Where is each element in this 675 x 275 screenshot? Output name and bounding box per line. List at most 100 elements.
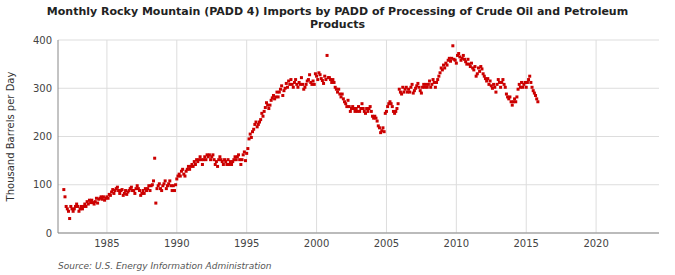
point [499,86,502,89]
point [321,79,324,82]
point [279,88,282,91]
x-grid-line [106,40,107,233]
y-axis-label: Thousand Barrels per Day [5,72,16,203]
point [201,163,204,166]
point [62,188,65,191]
point [508,95,511,98]
point [390,102,393,105]
x-grid-line [316,40,317,233]
point [199,155,202,158]
point [526,81,529,84]
point [511,104,514,107]
y-grid-line [58,233,659,234]
title-line: Products [310,18,366,31]
point [230,163,233,166]
point [535,97,538,100]
point [268,104,271,107]
point [303,86,306,89]
point [374,117,377,120]
x-grid-line [526,40,527,233]
point [168,179,171,182]
point [143,192,146,195]
point [160,189,163,192]
point [130,186,133,189]
point [521,86,524,89]
point [277,95,280,98]
point [267,107,270,110]
point [480,67,483,70]
point [391,105,394,108]
point [342,97,345,100]
point [497,78,500,81]
point [457,52,460,55]
point [369,105,372,108]
point [528,75,531,78]
x-tick-label: 1995 [234,238,259,249]
y-tick-label: 300 [33,83,52,94]
point [183,175,186,178]
point [175,177,178,180]
point [307,78,310,81]
point [439,71,442,74]
point [501,78,504,81]
point [358,110,361,113]
point [494,91,497,94]
point [466,58,469,61]
point [156,187,159,190]
point [152,179,155,182]
point [331,78,334,81]
y-tick-label: 100 [33,179,52,190]
point [473,65,476,68]
point [235,158,238,161]
x-grid-line [386,40,387,233]
point [319,73,322,76]
point [209,158,212,161]
point [151,183,154,186]
point [109,194,112,197]
point [378,126,381,129]
y-axis-line [58,40,59,233]
point [244,159,247,162]
point [394,110,397,113]
y-tick-label: 400 [33,35,52,46]
point [366,110,369,113]
y-grid-line [58,136,659,137]
point [250,136,253,139]
point [121,188,124,191]
point [216,165,219,168]
point [472,68,475,71]
point [67,210,70,213]
point [370,110,373,113]
point [313,83,316,86]
points [62,44,539,220]
point [133,192,136,195]
chart: Monthly Rocky Mountain (PADD 4) Imports … [0,0,675,275]
point [432,78,435,81]
point [316,78,319,81]
point [470,62,473,65]
point [211,153,214,156]
x-grid-line [246,40,247,233]
point [503,83,506,86]
x-tick-label: 1990 [164,238,189,249]
point [454,59,457,62]
point [96,202,99,205]
point [536,100,539,103]
point [529,81,532,84]
point [162,182,165,185]
point [449,60,452,63]
point [381,126,384,129]
point [420,92,423,95]
point [333,81,336,84]
point [514,100,517,103]
grid [58,40,659,233]
point [515,95,518,98]
point [395,107,398,110]
point [294,78,297,81]
point [174,183,177,186]
x-tick-label: 2005 [374,238,399,249]
y-tick-label: 200 [33,131,52,142]
point [308,73,311,76]
y-tick-label: 0 [46,228,52,239]
title: Monthly Rocky Mountain (PADD 4) Imports … [47,5,628,31]
